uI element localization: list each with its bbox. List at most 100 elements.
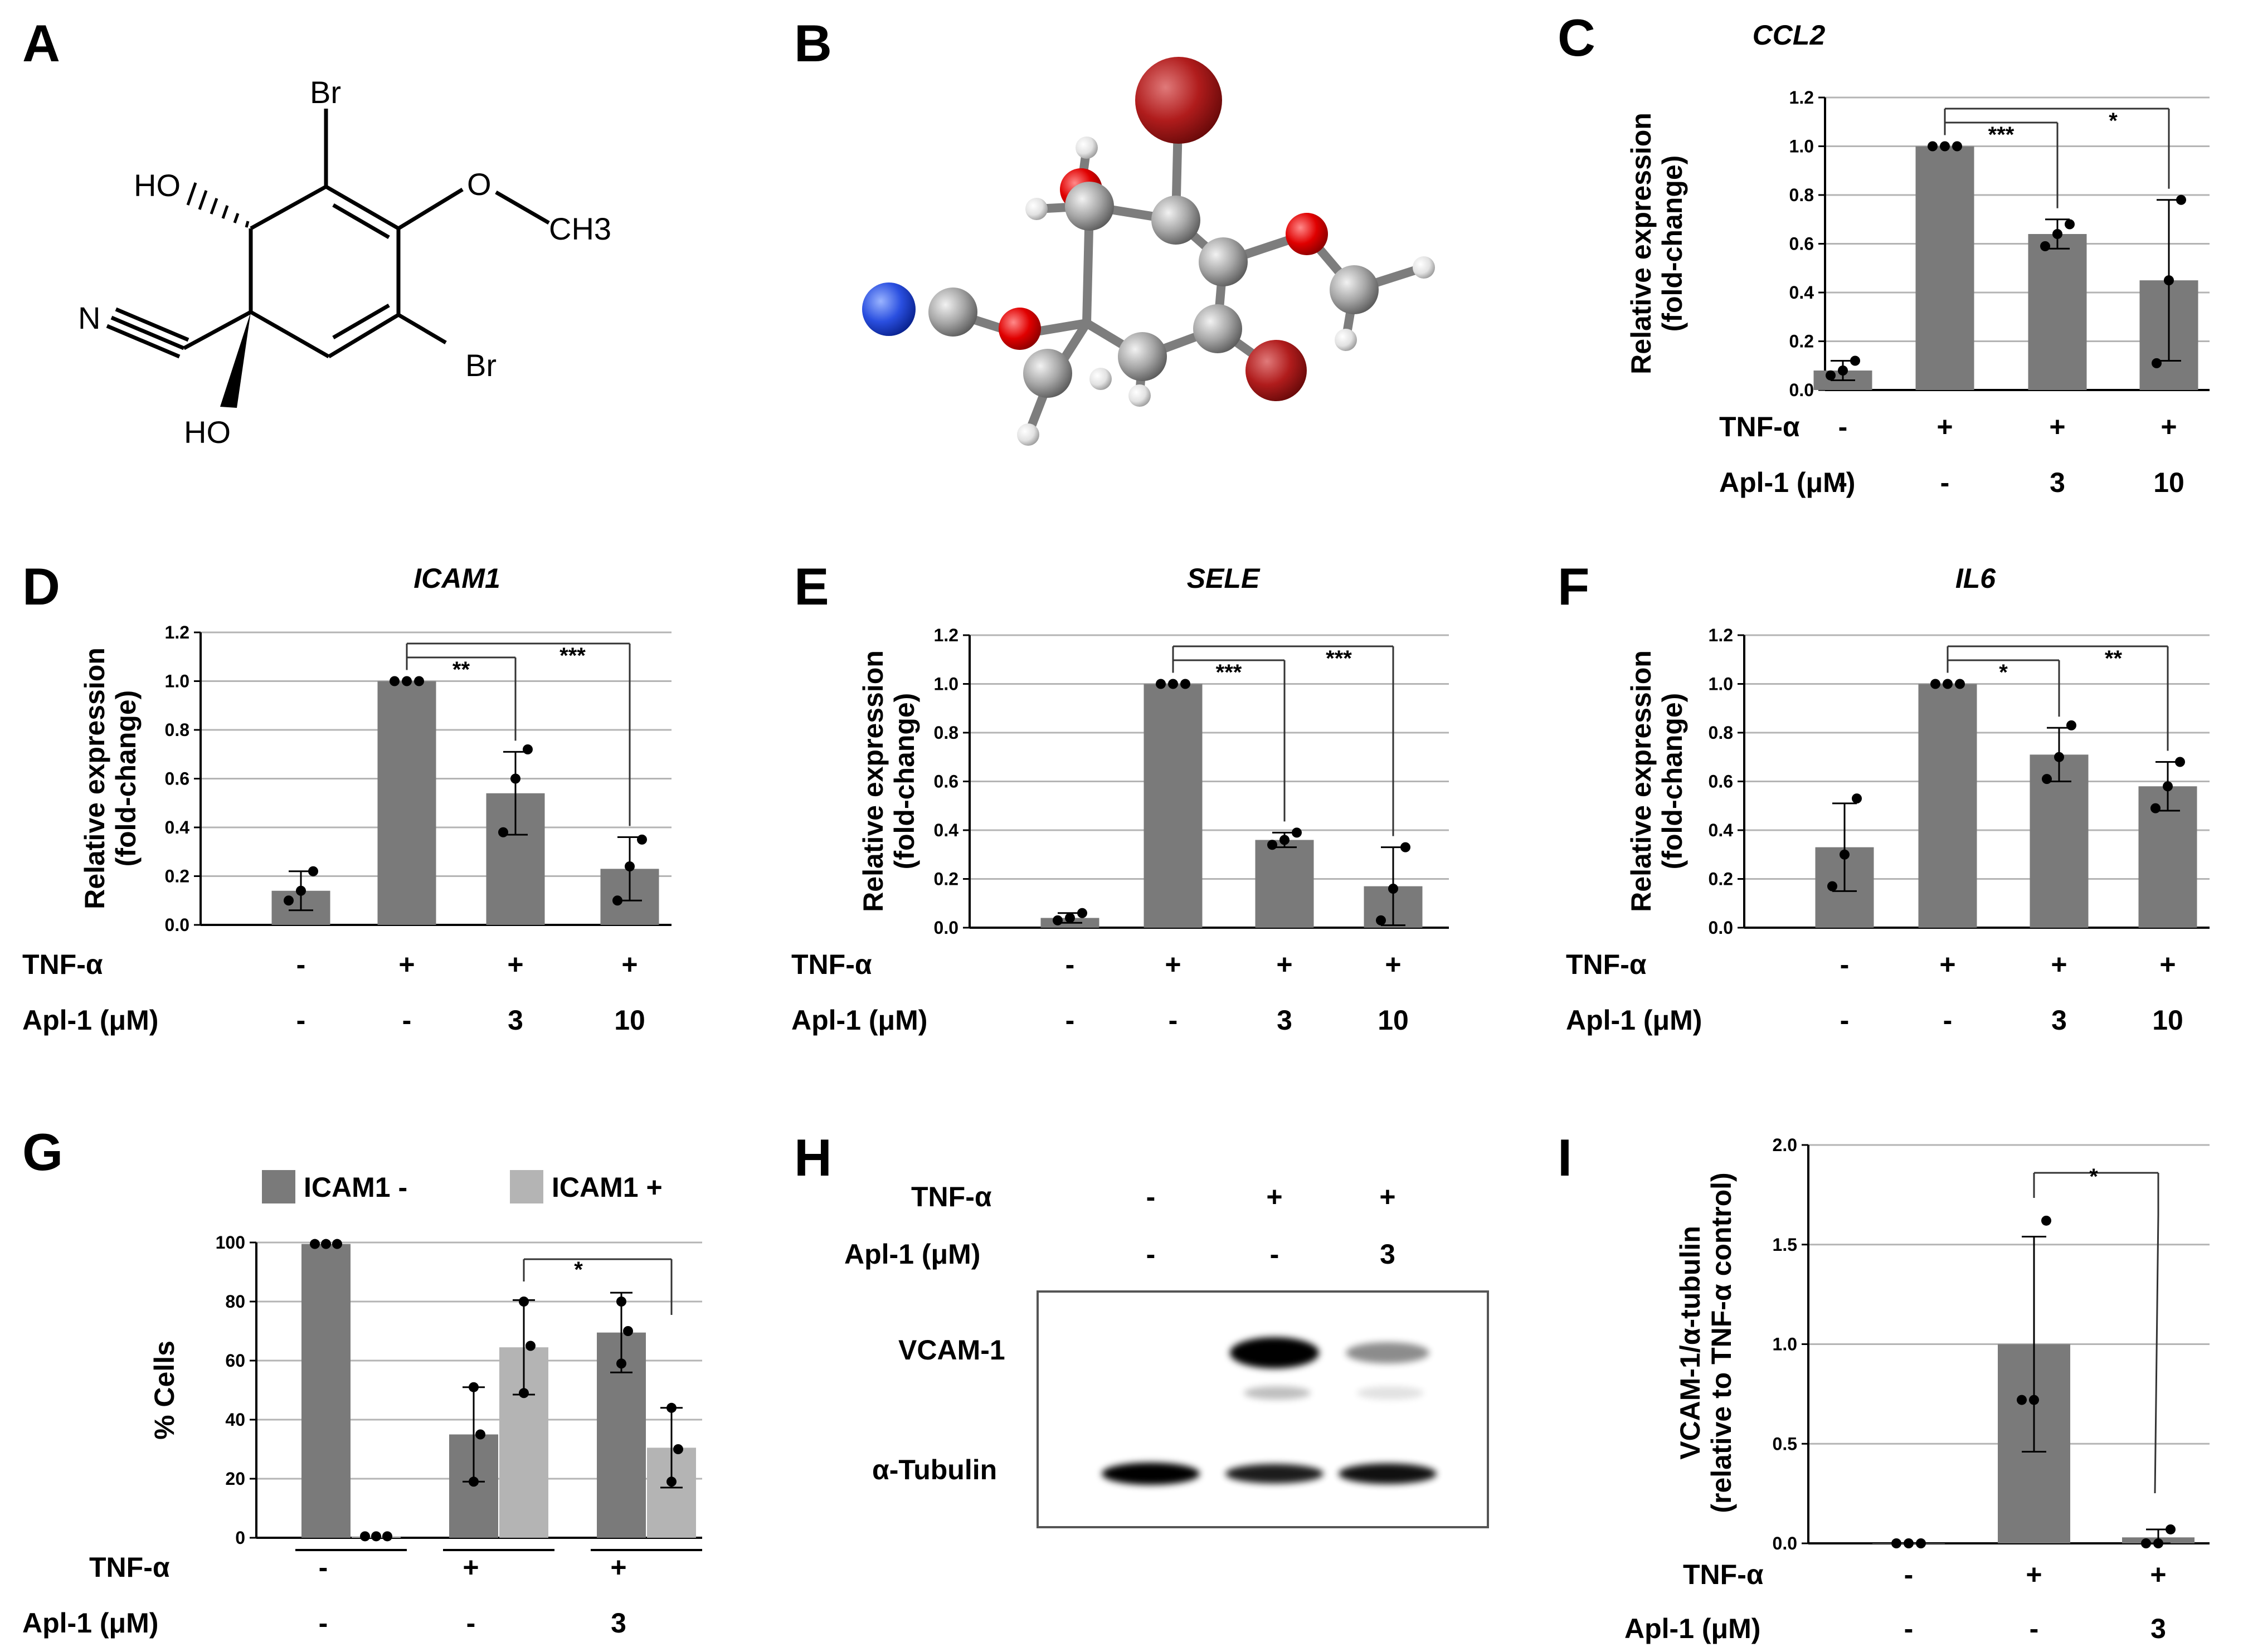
panel-label-d: D	[22, 557, 60, 616]
chart-i-data-point	[1916, 1538, 1926, 1548]
chart-il6-sig-label: *	[1999, 660, 2008, 685]
chart-il6-ytick-label: 0.0	[1709, 918, 1733, 938]
chart-il6-tnf-value: +	[2159, 949, 2176, 980]
molecule-3d-model	[862, 57, 1435, 446]
chart-il6-ylabel-line: Relative expression	[1626, 650, 1657, 912]
panel-label-f: F	[1558, 557, 1589, 616]
chart-g-tnf-label: TNF-α	[89, 1552, 170, 1583]
chart-icam1-data-point	[284, 895, 294, 906]
chart-ccl2-data-point	[2040, 241, 2050, 251]
chart-ccl2-ytick-label: 1.2	[1789, 87, 1814, 108]
chart-sele-data-point	[1156, 679, 1166, 689]
chart-icam1-ytick-label: 0.8	[165, 720, 189, 740]
chart-sele-tnf-value: -	[1065, 949, 1075, 980]
chart-i-data-point	[1891, 1538, 1901, 1548]
chart-ccl2-sig-label: *	[2109, 109, 2118, 133]
chart-icam1-apl-value: -	[402, 1005, 412, 1036]
chart-icam1-ylabel-line: Relative expression	[79, 647, 110, 909]
chart-ccl2-data-point	[2065, 219, 2075, 230]
chart-icam1-ylabel: Relative expression(fold-change)	[79, 647, 142, 909]
chart-g-bar	[301, 1244, 351, 1538]
chart-ccl2-sig-label: ***	[1988, 123, 2015, 147]
chart-sele-apl-value: -	[1169, 1005, 1178, 1036]
chart-il6-sig-label: **	[2105, 646, 2123, 671]
chart-sele-data-point	[1376, 915, 1386, 925]
chart-ccl2-ytick-label: 0.6	[1789, 234, 1814, 254]
chart-g-data-point	[332, 1239, 342, 1249]
chart-icam1-data-point	[612, 895, 622, 906]
chart-il6-data-point	[1943, 679, 1953, 689]
chart-il6-data-point	[1827, 881, 1837, 891]
panel-label-e: E	[794, 557, 829, 616]
chart-i-data-point	[2041, 1215, 2051, 1226]
chart-il6-tnf-value: +	[1939, 949, 1955, 980]
chart-sele-ytick-label: 0.0	[934, 918, 958, 938]
chart-g-data-point	[360, 1531, 370, 1542]
panel-label-a: A	[22, 14, 60, 72]
chart-sele-apl-value: -	[1065, 1005, 1075, 1036]
chart-ccl2-data-point	[2164, 275, 2174, 286]
western-vcam1-band	[1230, 1337, 1319, 1368]
chart-il6-ylabel: Relative expression(fold-change)	[1626, 650, 1688, 912]
chart-icam1: 0.00.20.40.60.81.01.2*****ICAM1Relative …	[22, 563, 672, 1036]
chart-icam1-tnf-value: -	[296, 949, 306, 980]
chart-ccl2-apl-value: 10	[2153, 467, 2184, 498]
western-band-label-tubulin: α-Tubulin	[872, 1454, 997, 1485]
chart-ccl2-ytick-label: 1.0	[1789, 137, 1814, 157]
chart-ccl2-data-point	[1850, 355, 1860, 366]
chart-sele-data-point	[1065, 913, 1075, 923]
chart-sele-tnf-value: +	[1276, 949, 1292, 980]
chart-i-apl-value: -	[2030, 1613, 2039, 1644]
chart-i-data-point	[1904, 1538, 1914, 1548]
chart-ccl2-ytick-label: 0.4	[1789, 282, 1814, 303]
chart-i-ylabel-line: VCAM-1/α-tubulin	[1675, 1226, 1706, 1460]
chart-sele-data-point	[1400, 842, 1410, 852]
western-tnf-label: TNF-α	[911, 1181, 992, 1212]
chart-ccl2-ylabel-line: (fold-change)	[1657, 155, 1688, 332]
chart-ccl2-ytick-label: 0.8	[1789, 185, 1814, 205]
chart-il6-apl-value: -	[1943, 1005, 1953, 1036]
chart-icam1-apl-value: -	[296, 1005, 306, 1036]
chart-sele-apl-value: 10	[1378, 1005, 1409, 1036]
chart-i-ylabel: VCAM-1/α-tubulin(relative to TNF-α contr…	[1675, 1172, 1737, 1513]
chart-ccl2-data-point	[2176, 194, 2186, 205]
chart-i-tnf-label: TNF-α	[1683, 1559, 1764, 1590]
chart-sele-sig-label: ***	[1216, 660, 1242, 685]
western-vcam1-smear	[1357, 1386, 1424, 1400]
chart-i-data-point	[2153, 1538, 2163, 1548]
chart-i-ytick-label: 1.0	[1773, 1334, 1797, 1354]
chart-ccl2-data-point	[2152, 358, 2162, 368]
chart-icam1-ytick-label: 1.2	[165, 622, 189, 642]
panel-label-b: B	[794, 14, 832, 72]
chart-g-ylabel: % Cells	[149, 1341, 180, 1440]
western-vcam1-smear	[1244, 1386, 1311, 1400]
chart-g-ytick-label: 40	[225, 1410, 245, 1430]
panel-label-g: G	[22, 1123, 63, 1181]
chart-icam1-data-point	[402, 676, 412, 686]
chart-g-data-point	[623, 1326, 633, 1336]
chart-ccl2-tnf-value: -	[1838, 411, 1848, 442]
chart-i-ytick-label: 0.0	[1773, 1533, 1797, 1553]
chart-icam1-apl-value: 3	[508, 1005, 523, 1036]
western-tnf-value: +	[1379, 1181, 1395, 1212]
chart-sele: 0.0 0.2 0.4 0.6 0.8 1.0 1.2 *** *** SELE Relative …	[791, 563, 1449, 1036]
chart-sele-apl-value: 3	[1277, 1005, 1292, 1036]
chart-i-tnf-value: +	[2026, 1559, 2042, 1590]
chart-sele-ytick-label: 0.2	[934, 869, 958, 889]
chemical-structure	[106, 109, 550, 359]
chart-cell-percent: 0 20 40 60 80 100 * ICAM1 - ICAM1 + % Cells TNF-α A…	[22, 1170, 702, 1639]
chart-g-data-point	[321, 1239, 331, 1249]
chart-il6-tnf-value: +	[2051, 949, 2067, 980]
western-apl-value: -	[1146, 1239, 1156, 1270]
chart-g-data-point	[673, 1444, 683, 1454]
chart-ccl2-data-point	[1940, 141, 1950, 152]
chart-ccl2-ylabel: Relative expression(fold-change)	[1626, 113, 1688, 374]
western-tubulin-band	[1339, 1463, 1437, 1484]
chart-g-legend-label: ICAM1 +	[552, 1172, 663, 1203]
chart-ccl2-apl-label: Apl-1 (μM)	[1719, 467, 1855, 498]
chart-sele-ylabel: Relative expression(fold-change)	[858, 650, 920, 912]
chart-sele-title: SELE	[1187, 563, 1261, 594]
chart-i-apl-label: Apl-1 (μM)	[1624, 1613, 1760, 1644]
